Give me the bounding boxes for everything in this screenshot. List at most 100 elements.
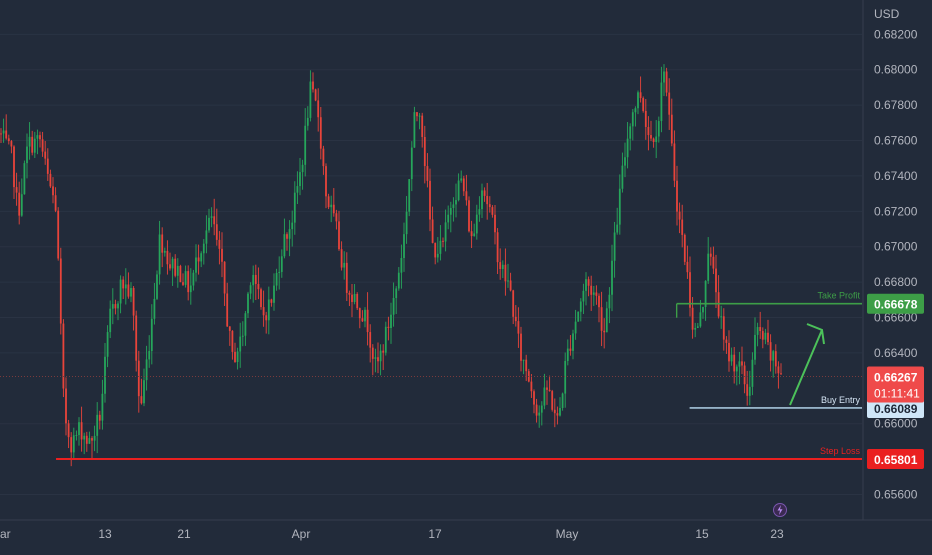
candle-body: [7, 138, 10, 142]
candle-body: [379, 350, 382, 362]
candle-body: [96, 414, 99, 436]
candle-body: [637, 92, 639, 109]
candle-body: [395, 288, 398, 299]
candle-body: [98, 414, 101, 421]
candle-body: [780, 373, 782, 375]
candle-body: [608, 294, 611, 309]
price-axis[interactable]: 0.68200 0.68000 0.67800 0.67600 0.67400 0.672…: [874, 27, 918, 501]
candle-body: [772, 351, 775, 361]
y-tick-label: 0.67600: [874, 134, 918, 148]
candle-body: [301, 164, 304, 173]
stop-loss-price-tag-bg: [867, 448, 924, 469]
y-tick-label: 0.68000: [874, 63, 918, 77]
candle-body: [319, 117, 322, 149]
y-tick-label: 0.66600: [874, 311, 918, 325]
candle-body: [387, 326, 390, 329]
candle-body: [686, 261, 689, 273]
candle-body: [751, 359, 754, 387]
candle-body: [26, 146, 28, 164]
candle-body: [161, 234, 164, 253]
candle-body: [197, 257, 200, 262]
candle-body: [174, 258, 177, 276]
buy-entry-price-tag: 0.66089: [874, 402, 918, 416]
candle-body: [275, 272, 278, 286]
candle-body: [613, 232, 616, 261]
candle-body: [31, 136, 34, 153]
candle-body: [356, 293, 359, 309]
candle-body: [582, 290, 585, 302]
candle-body: [691, 307, 694, 330]
candle-body: [774, 351, 777, 367]
candle-body: [694, 327, 697, 330]
y-tick-label: 0.67400: [874, 169, 918, 183]
candle-body: [491, 207, 494, 215]
candle-body: [85, 435, 88, 444]
candle-body: [421, 115, 424, 137]
candle-body: [546, 387, 548, 390]
candle-body: [473, 233, 476, 237]
candle-body: [241, 335, 244, 337]
time-axis[interactable]: ar 13 21 Apr 17 May 15 23: [0, 527, 784, 541]
candle-body: [400, 258, 403, 273]
candle-body: [670, 114, 673, 144]
x-tick-label: Apr: [292, 527, 311, 541]
candle-body: [465, 191, 468, 201]
candle-body: [743, 365, 746, 385]
projection-arrow-shaft: [789, 329, 823, 406]
candle-body: [579, 301, 582, 312]
candle-body: [410, 147, 413, 180]
candle-body: [655, 136, 658, 143]
candle-body: [566, 348, 569, 361]
candle-body: [62, 323, 65, 389]
y-tick-label: 0.68200: [874, 27, 918, 41]
candle-body: [499, 262, 502, 270]
candle-body: [535, 404, 538, 416]
candle-body: [600, 307, 603, 331]
candle-body: [72, 435, 75, 453]
candle-body: [548, 389, 551, 392]
y-tick-label: 0.67200: [874, 204, 918, 218]
candle-body: [2, 130, 5, 134]
candle-body: [137, 360, 140, 397]
candle-body: [33, 138, 36, 153]
candle-body: [340, 249, 343, 268]
candle-body: [618, 188, 621, 225]
candle-body: [49, 173, 52, 187]
candle-body: [626, 138, 629, 158]
candle-body: [676, 180, 678, 212]
candle-body: [23, 163, 26, 195]
candle-body: [377, 357, 379, 362]
candle-body: [457, 180, 460, 201]
candle-body: [444, 222, 447, 242]
candle-body: [109, 308, 112, 333]
candle-body: [67, 423, 70, 438]
candle-body: [304, 125, 307, 165]
candle-body: [135, 315, 138, 361]
candle-body: [111, 304, 114, 309]
candle-body: [119, 279, 122, 304]
candle-body: [5, 130, 8, 139]
candle-body: [202, 243, 205, 254]
candle-body: [57, 210, 60, 259]
candle-body: [158, 234, 161, 275]
candle-body: [273, 285, 275, 303]
candle-body: [265, 315, 268, 321]
stop-loss-label: Step Loss: [820, 446, 861, 456]
candle-body: [507, 280, 509, 282]
candle-body: [403, 234, 405, 259]
candle-body: [699, 312, 702, 327]
candle-body: [247, 293, 249, 314]
candle-body: [668, 92, 671, 115]
candle-body: [569, 348, 572, 351]
candle-body: [683, 234, 686, 262]
candle-body: [556, 413, 559, 416]
take-profit-label: Take Profit: [817, 291, 860, 301]
candle-body: [754, 334, 756, 360]
candle-body: [28, 136, 31, 147]
lightning-icon[interactable]: [773, 503, 787, 517]
candle-body: [533, 391, 535, 405]
candle-body: [390, 314, 392, 329]
candle-body: [416, 112, 418, 117]
